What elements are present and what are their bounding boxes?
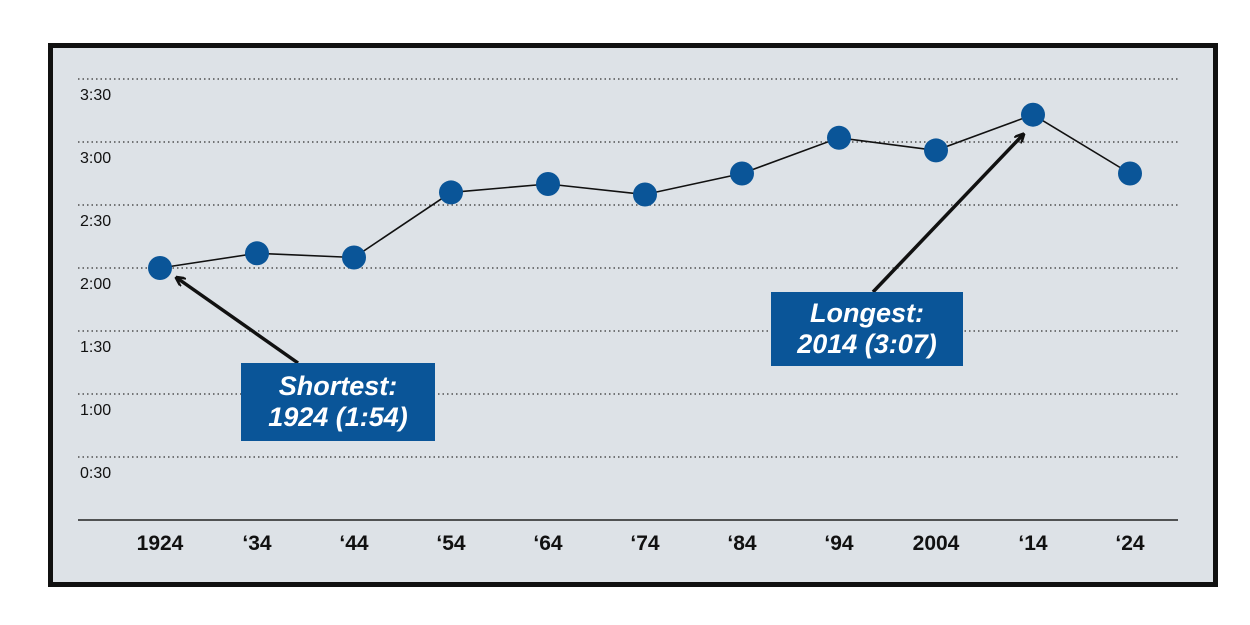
x-tick-label: 2004: [913, 532, 960, 555]
data-point: [439, 180, 463, 205]
data-point: [827, 125, 851, 150]
gridlines: [78, 78, 1178, 458]
x-tick-label: ‘64: [533, 532, 563, 555]
y-tick-label: 0:30: [80, 465, 111, 482]
x-tick-label: ‘74: [630, 532, 660, 555]
shortest-arrow: [177, 278, 300, 365]
data-point: [1118, 161, 1142, 186]
y-tick-label: 2:30: [80, 213, 111, 230]
x-tick-label: ‘24: [1115, 532, 1145, 555]
annotation-arrows: [177, 135, 1023, 365]
y-tick-label: 3:00: [80, 150, 111, 167]
x-tick-label: ‘14: [1018, 532, 1048, 555]
x-tick-label: ‘44: [339, 532, 369, 555]
y-axis-ticks: 0:30 1:00 1:30 2:00 2:30 3:00 3:30: [80, 87, 111, 482]
chart-frame: 0:30 1:00 1:30 2:00 2:30 3:00 3:30 1924 ‘34 ‘44 ‘…: [48, 43, 1218, 587]
shortest-callout-line1: Shortest:: [278, 371, 398, 401]
data-point: [924, 138, 948, 163]
y-tick-label: 1:00: [80, 402, 111, 419]
x-tick-label: ‘84: [727, 532, 757, 555]
x-tick-label: ‘54: [436, 532, 466, 555]
data-point: [633, 182, 657, 207]
longest-arrow: [871, 135, 1023, 294]
data-point: [148, 256, 172, 280]
data-point: [342, 245, 366, 270]
data-point: [536, 172, 560, 196]
y-tick-label: 2:00: [80, 276, 111, 293]
shortest-callout-line2: 1924 (1:54): [268, 402, 408, 432]
data-point: [245, 241, 269, 266]
longest-callout-line1: Longest:: [810, 298, 924, 328]
longest-callout: Longest: 2014 (3:07): [771, 292, 963, 366]
line-chart: 0:30 1:00 1:30 2:00 2:30 3:00 3:30 1924 ‘34 ‘44 ‘…: [78, 78, 1178, 555]
x-tick-label: 1924: [137, 532, 184, 555]
y-tick-label: 3:30: [80, 87, 111, 104]
x-axis-ticks: 1924 ‘34 ‘44 ‘54 ‘64 ‘74 ‘84 ‘94 2004 ‘14 ‘24: [137, 532, 1145, 555]
y-tick-label: 1:30: [80, 339, 111, 356]
data-points: [148, 102, 1142, 280]
data-point: [730, 161, 754, 186]
longest-callout-line2: 2014 (3:07): [797, 329, 937, 359]
x-tick-label: ‘34: [242, 532, 272, 555]
x-tick-label: ‘94: [824, 532, 854, 555]
data-point: [1021, 102, 1045, 127]
shortest-callout: Shortest: 1924 (1:54): [241, 363, 435, 441]
